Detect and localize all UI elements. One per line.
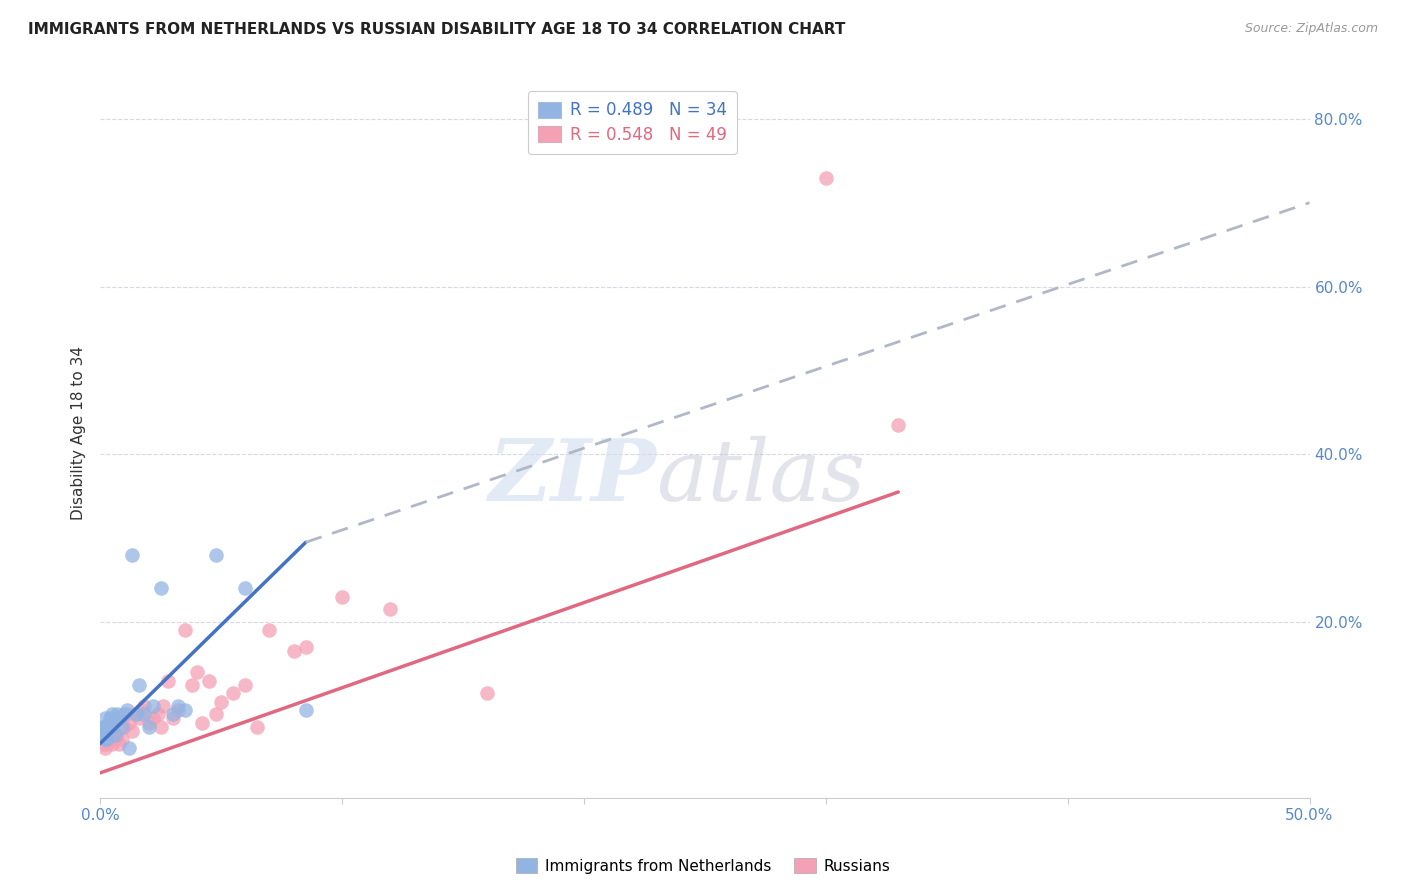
Point <box>205 707 228 722</box>
Point <box>104 711 127 725</box>
Point <box>887 417 910 432</box>
Point <box>380 602 402 616</box>
Point <box>125 707 148 722</box>
Point <box>94 720 117 734</box>
Point <box>91 728 114 742</box>
Point <box>98 732 121 747</box>
Point <box>233 582 256 596</box>
Point <box>104 728 127 742</box>
Text: atlas: atlas <box>657 435 866 518</box>
Point <box>98 711 121 725</box>
Point <box>132 698 155 713</box>
Point <box>101 737 124 751</box>
Point <box>91 723 114 738</box>
Point <box>162 711 184 725</box>
Point <box>94 728 117 742</box>
Legend: Immigrants from Netherlands, Russians: Immigrants from Netherlands, Russians <box>510 852 896 880</box>
Point <box>294 640 316 654</box>
Point <box>138 715 160 730</box>
Point <box>94 740 117 755</box>
Point <box>128 678 150 692</box>
Point <box>108 737 131 751</box>
Point <box>115 703 138 717</box>
Point <box>121 548 143 562</box>
Point <box>115 707 138 722</box>
Point <box>105 728 128 742</box>
Point <box>129 703 152 717</box>
Point <box>283 644 305 658</box>
Point <box>96 720 118 734</box>
Point <box>104 728 127 742</box>
Text: ZIP: ZIP <box>488 435 657 519</box>
Point <box>105 707 128 722</box>
Y-axis label: Disability Age 18 to 34: Disability Age 18 to 34 <box>72 346 86 520</box>
Point <box>118 715 141 730</box>
Point <box>96 723 118 738</box>
Point <box>111 732 134 747</box>
Point <box>149 720 172 734</box>
Point <box>104 732 127 747</box>
Point <box>162 707 184 722</box>
Point <box>112 707 135 722</box>
Point <box>814 170 837 185</box>
Point <box>222 686 245 700</box>
Point <box>138 720 160 734</box>
Point <box>198 673 221 688</box>
Point <box>142 711 165 725</box>
Point <box>98 715 121 730</box>
Point <box>149 582 172 596</box>
Point <box>96 732 118 747</box>
Point <box>152 698 174 713</box>
Point <box>186 665 208 680</box>
Point <box>101 720 124 734</box>
Point <box>112 720 135 734</box>
Point <box>190 715 212 730</box>
Point <box>96 732 118 747</box>
Point <box>94 711 117 725</box>
Point <box>98 728 121 742</box>
Point <box>101 728 124 742</box>
Point <box>96 737 118 751</box>
Point <box>108 711 131 725</box>
Point <box>475 686 498 700</box>
Point <box>156 673 179 688</box>
Point <box>166 698 188 713</box>
Point <box>118 740 141 755</box>
Point <box>128 711 150 725</box>
Point <box>233 678 256 692</box>
Point <box>205 548 228 562</box>
Point <box>91 732 114 747</box>
Point <box>121 723 143 738</box>
Point <box>209 695 232 709</box>
Point <box>132 707 155 722</box>
Point <box>111 720 134 734</box>
Text: Source: ZipAtlas.com: Source: ZipAtlas.com <box>1244 22 1378 36</box>
Point <box>259 624 281 638</box>
Point <box>246 720 269 734</box>
Point <box>101 707 124 722</box>
Point <box>330 590 353 604</box>
Point <box>173 703 195 717</box>
Text: IMMIGRANTS FROM NETHERLANDS VS RUSSIAN DISABILITY AGE 18 TO 34 CORRELATION CHART: IMMIGRANTS FROM NETHERLANDS VS RUSSIAN D… <box>28 22 845 37</box>
Point <box>91 737 114 751</box>
Point <box>142 698 165 713</box>
Point <box>181 678 204 692</box>
Point <box>294 703 316 717</box>
Point <box>125 707 148 722</box>
Point <box>91 720 114 734</box>
Point <box>148 707 170 722</box>
Legend: R = 0.489   N = 34, R = 0.548   N = 49: R = 0.489 N = 34, R = 0.548 N = 49 <box>527 92 737 154</box>
Point <box>166 703 188 717</box>
Point <box>94 732 117 747</box>
Point <box>173 624 195 638</box>
